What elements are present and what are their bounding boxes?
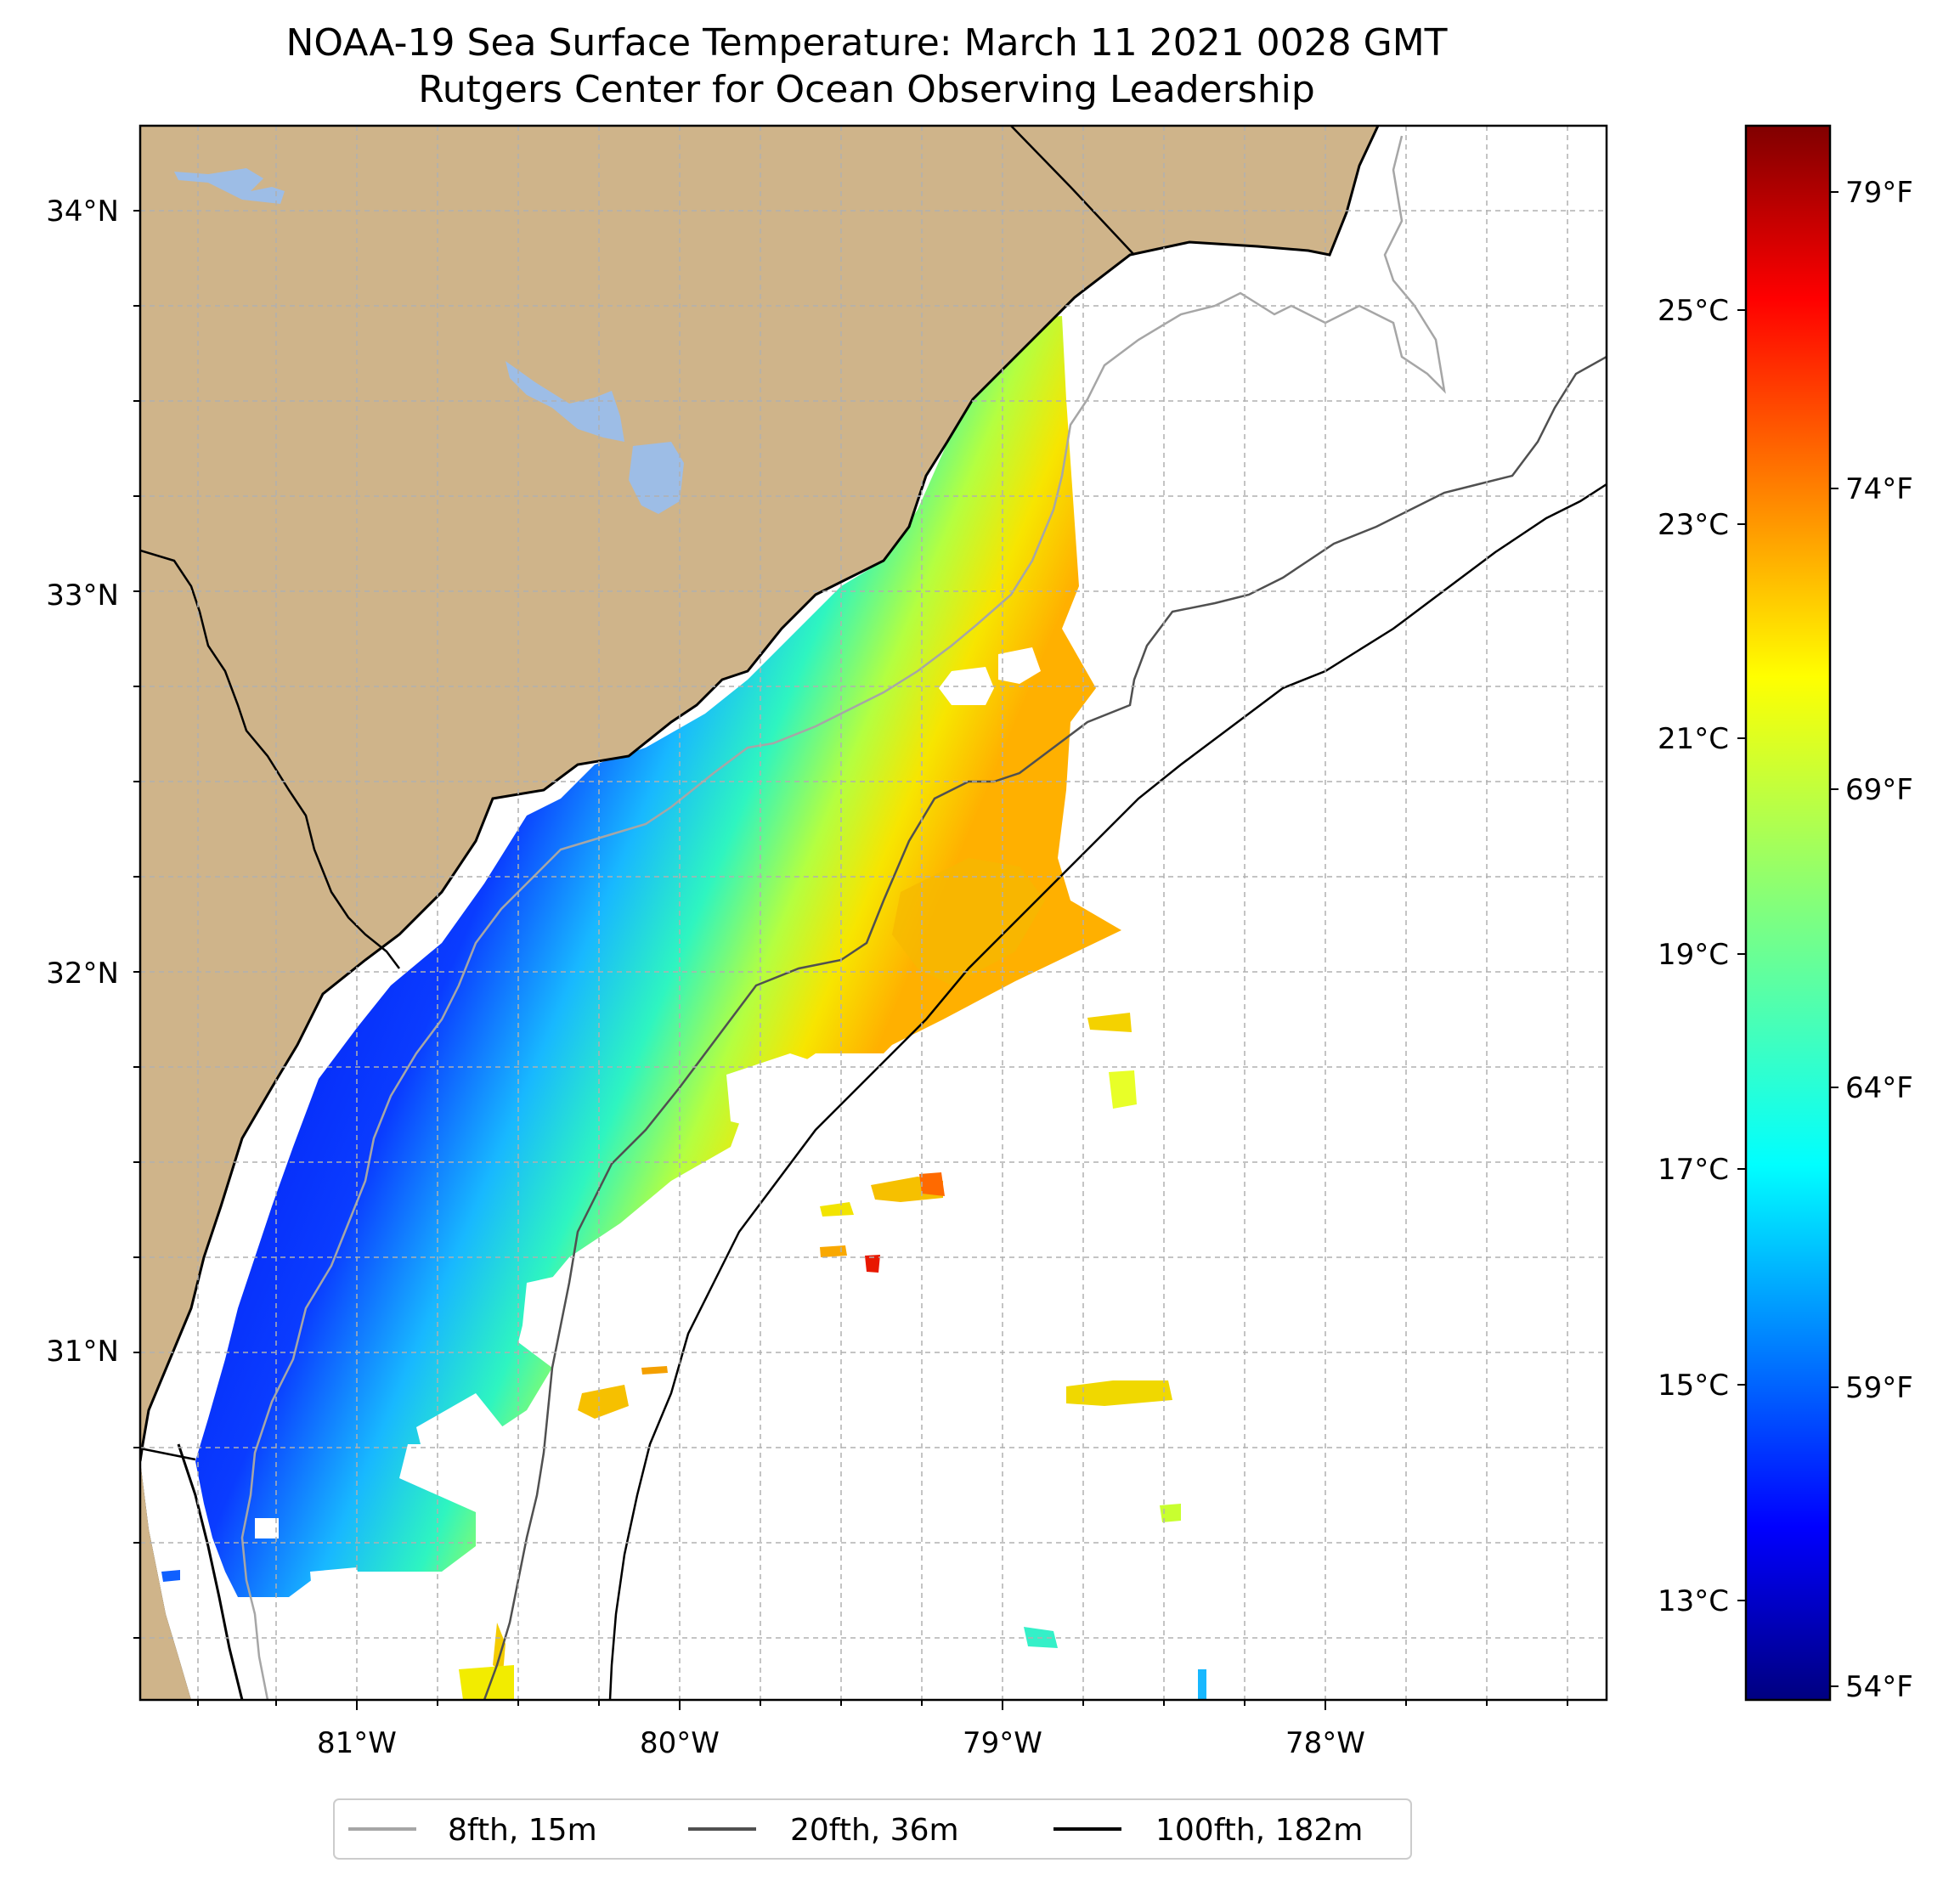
lat-label-34: 34°N: [46, 195, 119, 229]
axis-ticks: [133, 210, 1568, 1710]
sst-patch: [578, 1385, 629, 1419]
colorbar-fahrenheit-ticks: [1830, 191, 1839, 1687]
cloud-gap: [416, 1393, 510, 1461]
sst-patch: [459, 1665, 514, 1700]
sst-warm-core: [892, 858, 1045, 985]
lon-label-80: 80°W: [640, 1726, 720, 1760]
lon-label-79: 79°W: [963, 1726, 1042, 1760]
c-label-23: 23°C: [1658, 508, 1729, 542]
c-label-17: 17°C: [1658, 1153, 1729, 1187]
cloud-gap: [998, 647, 1041, 684]
legend-label-100fth: 100fth, 182m: [1155, 1813, 1363, 1848]
f-label-69: 69°F: [1845, 773, 1913, 807]
lat-labels: 34°N 33°N 32°N 31°N: [46, 195, 119, 1369]
lon-labels: 81°W 80°W 79°W 78°W: [317, 1726, 1365, 1760]
c-label-25: 25°C: [1658, 294, 1729, 328]
lake-small-fill: [629, 442, 684, 514]
sst-patch: [1066, 1380, 1172, 1406]
lon-label-81: 81°W: [317, 1726, 397, 1760]
gridlines: [140, 126, 1607, 1700]
isobath-legend: 8fth, 15m 20fth, 36m 100fth, 182m: [333, 1798, 1412, 1860]
cloud-gap: [522, 1274, 578, 1342]
lake-marion-fill: [174, 168, 285, 204]
lat-label-32: 32°N: [46, 957, 119, 991]
lon-label-78: 78°W: [1285, 1726, 1365, 1760]
state-border-sc-ga: [140, 549, 400, 969]
c-label-21: 21°C: [1658, 722, 1729, 756]
cloud-gap: [310, 1567, 365, 1623]
cloud-gap: [726, 1053, 816, 1130]
sst-patch: [820, 1245, 847, 1257]
sst-patch: [865, 1255, 880, 1273]
sst-patch: [820, 1202, 854, 1217]
map-frame: [138, 124, 1608, 1702]
coastline-south: [177, 1443, 244, 1700]
sst-field: [195, 316, 1121, 1597]
state-border-nc-sc: [1010, 126, 1135, 256]
sst-patch: [493, 1623, 506, 1674]
sst-patch: [641, 1366, 668, 1375]
title-line-2: Rutgers Center for Ocean Observing Leade…: [418, 68, 1315, 111]
sst-patch: [1109, 1070, 1137, 1109]
lat-label-31: 31°N: [46, 1335, 119, 1369]
isobath-8fth: [240, 135, 1446, 1700]
coastline: [140, 126, 1380, 1462]
sst-patch: [161, 1570, 180, 1582]
colorbar: 25°C 23°C 21°C 19°C 17°C 15°C 13°C 79°F …: [1658, 124, 1913, 1704]
f-label-74: 74°F: [1845, 472, 1913, 506]
sst-patch: [1087, 1013, 1132, 1032]
c-label-15: 15°C: [1658, 1369, 1729, 1403]
f-label-59: 59°F: [1845, 1371, 1913, 1405]
f-label-54: 54°F: [1845, 1670, 1913, 1704]
sst-patch: [1198, 1669, 1206, 1700]
map-panel: [140, 126, 1607, 1700]
colorbar-celsius-ticks: [1737, 309, 1746, 1601]
f-label-64: 64°F: [1845, 1071, 1913, 1105]
title-line-1: NOAA-19 Sea Surface Temperature: March 1…: [285, 21, 1447, 65]
sst-patch: [919, 1172, 945, 1196]
c-label-13: 13°C: [1658, 1584, 1729, 1618]
colorbar-gradient: [1744, 124, 1832, 1702]
isobath-100fth: [608, 483, 1607, 1700]
legend-label-8fth: 8fth, 15m: [448, 1813, 597, 1848]
state-border-ga-fl: [140, 1447, 196, 1461]
sst-patch: [1160, 1504, 1181, 1522]
c-label-19: 19°C: [1658, 938, 1729, 972]
f-label-79: 79°F: [1845, 176, 1913, 210]
lat-label-33: 33°N: [46, 579, 119, 613]
cloud-gap: [255, 1518, 279, 1538]
legend-label-20fth: 20fth, 36m: [790, 1813, 959, 1848]
legend-box: [333, 1798, 1412, 1860]
